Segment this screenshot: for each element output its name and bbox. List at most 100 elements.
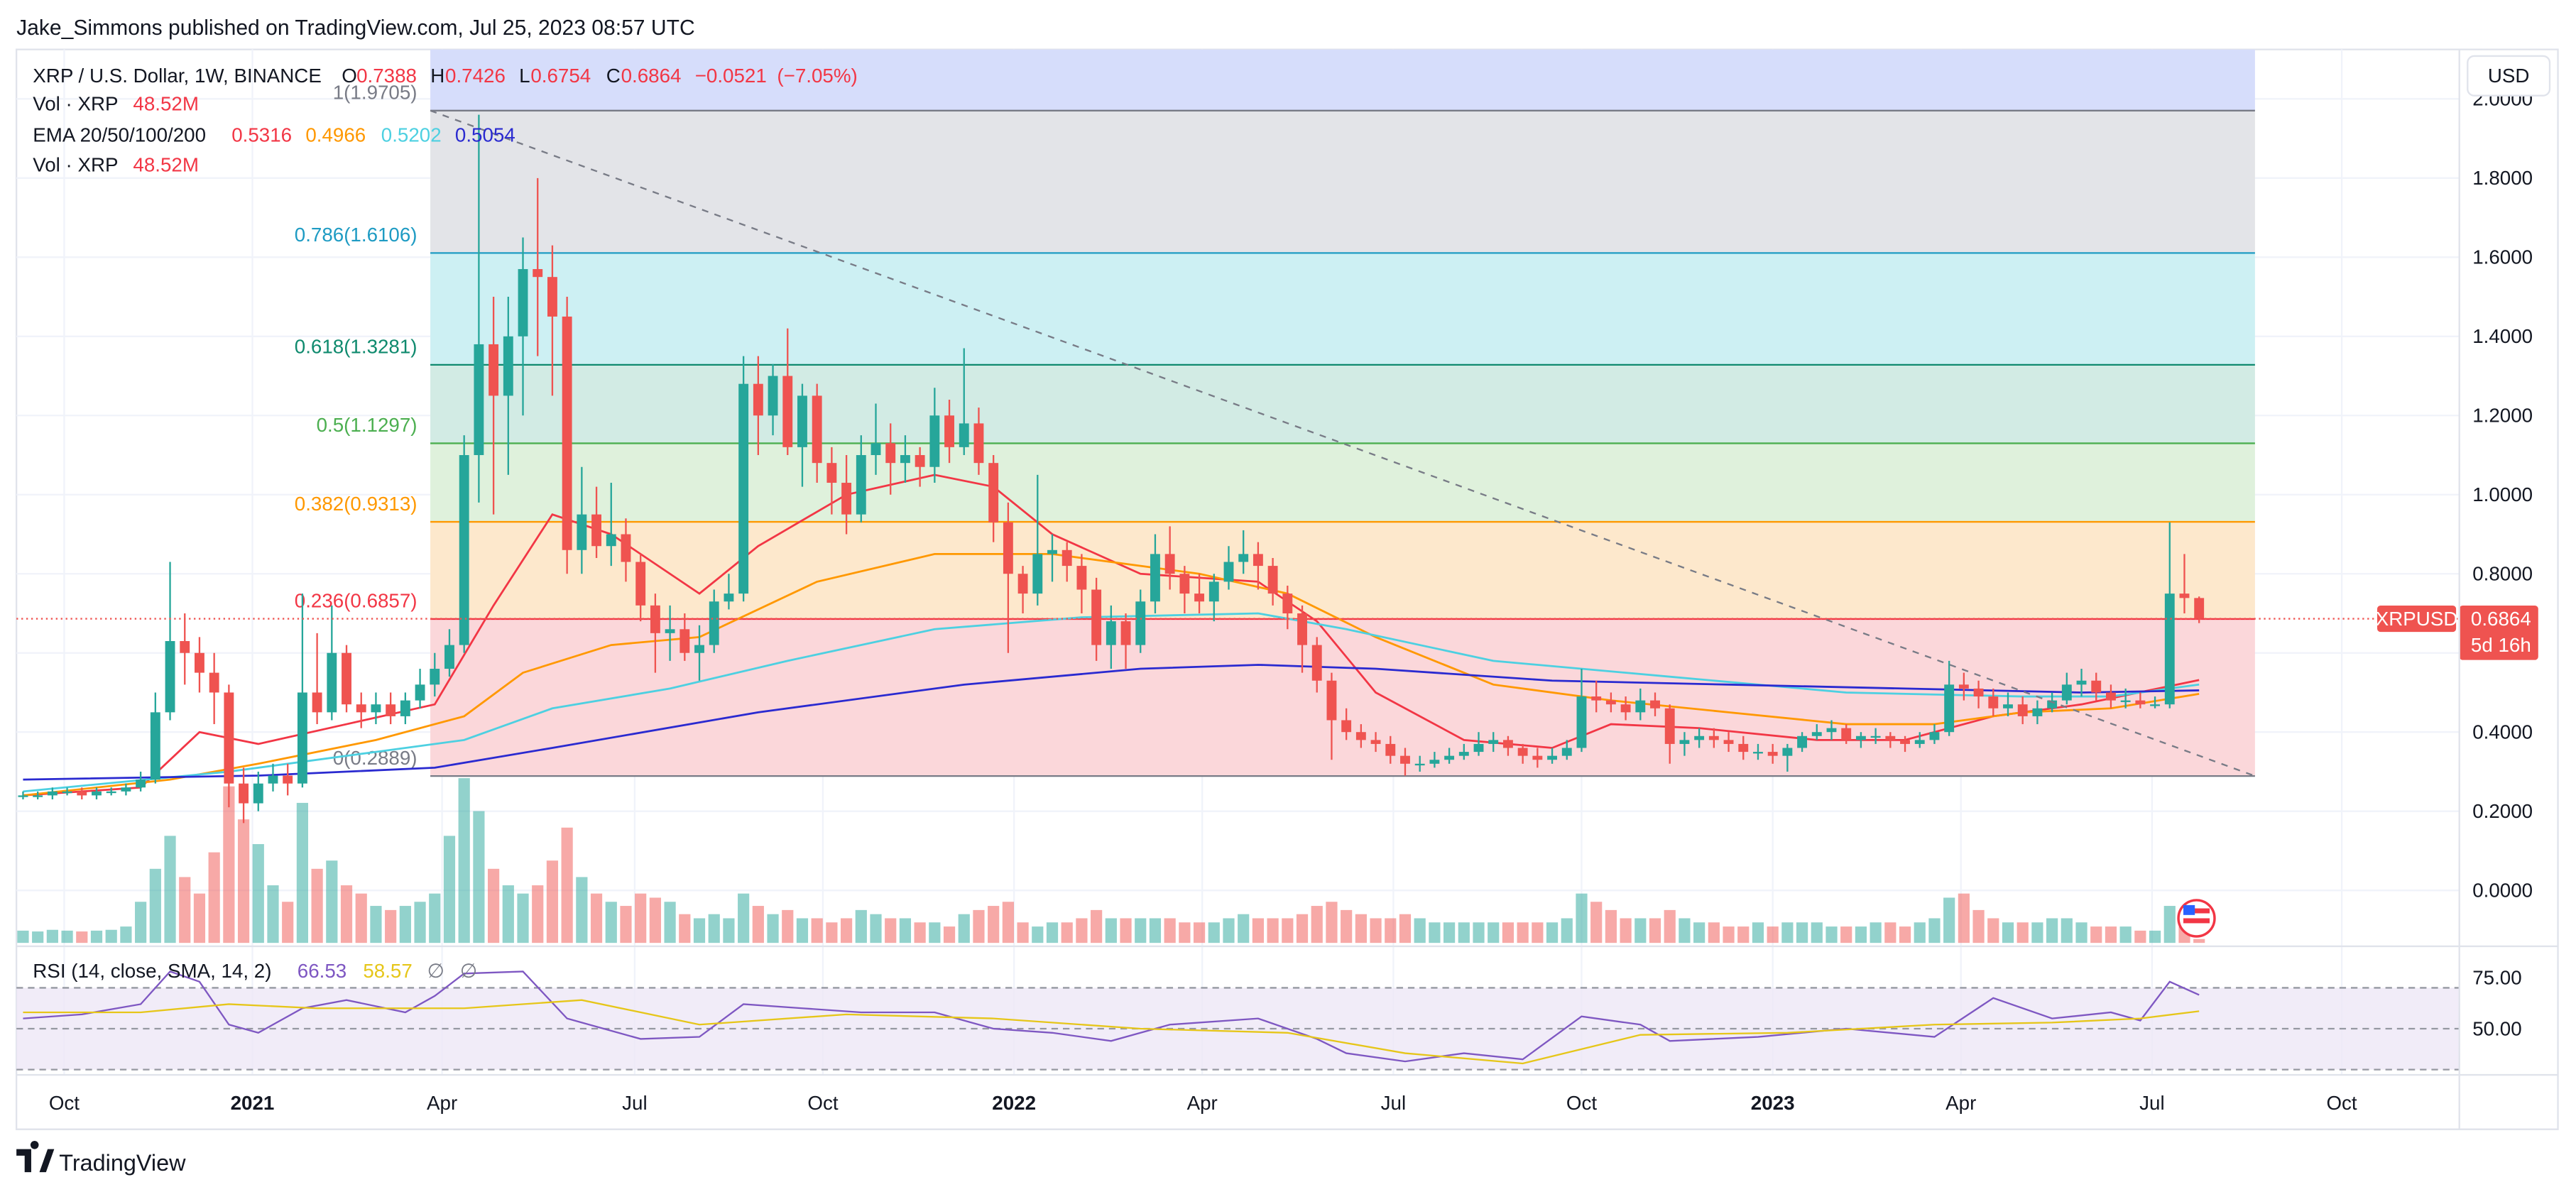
candle-body — [782, 376, 793, 447]
volume-bar — [1987, 918, 1999, 943]
currency-button-box[interactable] — [2467, 55, 2551, 97]
candle-body — [562, 316, 572, 550]
volume-bar — [1590, 902, 1603, 943]
ema-line — [23, 612, 2200, 793]
x-tick-label: Apr — [1187, 1092, 1218, 1114]
candle-body — [1267, 566, 1278, 594]
fib-label: 0.382(0.9313) — [295, 493, 417, 515]
candle-body — [709, 601, 719, 645]
candle-body — [47, 791, 58, 796]
volume-bar — [2046, 918, 2058, 943]
candle-body — [1032, 554, 1043, 594]
y-tick-label: 0.4000 — [2472, 721, 2533, 743]
candle-body — [106, 791, 116, 794]
candle-body — [92, 791, 102, 796]
candle-body — [180, 641, 190, 653]
rsi-sma-value: 58.57 — [363, 960, 412, 982]
fib-label: 0.236(0.6857) — [295, 590, 417, 612]
volume-value: 48.52M — [133, 93, 199, 115]
volume-bar — [1767, 926, 1779, 943]
ohlc-letter: C — [606, 65, 621, 87]
volume-bar — [429, 893, 441, 943]
candle-body — [1341, 720, 1352, 733]
candle-body — [1458, 752, 1469, 756]
x-tick-label: 2023 — [1751, 1092, 1795, 1114]
candle-body — [283, 775, 293, 784]
candle-body — [1282, 594, 1293, 613]
volume-bar — [2031, 922, 2043, 943]
candle-body — [268, 775, 278, 784]
candle-body — [1753, 752, 1763, 754]
candle-body — [1767, 752, 1778, 756]
candle-body — [753, 383, 763, 416]
candle-body — [459, 455, 469, 645]
rsi-tick-label: 75.00 — [2472, 966, 2521, 988]
currency-label[interactable]: USD — [2488, 65, 2530, 87]
volume-bar — [1105, 918, 1117, 943]
candle-body — [503, 336, 513, 396]
volume-bar — [811, 918, 823, 943]
candle-body — [621, 534, 631, 562]
candle-body — [195, 652, 204, 673]
candle-body — [136, 780, 146, 788]
candle-body — [1179, 574, 1190, 594]
candle-body — [386, 704, 396, 716]
candle-body — [415, 684, 425, 701]
candle-body — [533, 269, 543, 278]
volume-bar — [1120, 918, 1132, 943]
candle-body — [1326, 680, 1337, 721]
candle-body — [1958, 684, 1969, 689]
volume-bar — [899, 918, 912, 943]
volume-bar — [1238, 914, 1250, 943]
volume-bar — [1311, 906, 1323, 943]
candle-body — [2106, 692, 2116, 701]
candle-body — [1679, 740, 1690, 744]
candle-body — [1120, 621, 1131, 645]
volume-bar — [267, 885, 279, 943]
volume-bar — [1414, 918, 1426, 943]
volume-bar — [1326, 902, 1338, 943]
volume-bar — [355, 893, 367, 943]
candle-body — [1355, 732, 1366, 740]
volume-bar — [2163, 906, 2176, 943]
candle-body — [400, 700, 410, 716]
volume-bar — [914, 922, 926, 943]
ema-legend: EMA 20/50/100/200 — [33, 124, 206, 146]
brand-logo — [16, 1140, 55, 1173]
candle-body — [900, 455, 910, 464]
volume-bar — [1664, 909, 1676, 943]
volume-bar — [1473, 922, 1485, 943]
candle-body — [1635, 700, 1646, 713]
candle-body — [2061, 684, 2072, 701]
candle-body — [430, 669, 440, 685]
volume-bar — [1870, 922, 1882, 943]
candle-body — [121, 787, 131, 792]
candle-body — [680, 629, 690, 653]
volume-bar — [649, 897, 661, 943]
candle-body — [1444, 755, 1455, 760]
volume-bar — [1561, 918, 1573, 943]
candle-body — [1488, 740, 1499, 744]
event-flag[interactable] — [2177, 899, 2216, 938]
x-tick-label: Oct — [807, 1092, 838, 1114]
volume-bar — [1796, 922, 1808, 943]
volume-bar — [1752, 922, 1764, 943]
volume-bar — [1267, 918, 1279, 943]
candle-body — [1547, 755, 1557, 760]
ohlc-letter: L — [519, 65, 530, 87]
candle-body — [1106, 621, 1116, 645]
candle-body — [2032, 708, 2043, 716]
candle-body — [312, 692, 322, 713]
candle-body — [1502, 740, 1513, 748]
volume-bar — [399, 906, 411, 943]
candle-body — [547, 277, 557, 317]
volume-bar — [1164, 918, 1176, 943]
fib-label: 0.5(1.1297) — [317, 414, 417, 436]
fib-label: 1(1.9705) — [333, 81, 417, 103]
candle-body — [297, 692, 307, 784]
y-tick-label: 1.6000 — [2472, 246, 2533, 268]
currency-button[interactable]: USD — [2467, 55, 2551, 97]
ema-line — [23, 664, 2200, 781]
ema-value: 0.5316 — [231, 124, 292, 146]
